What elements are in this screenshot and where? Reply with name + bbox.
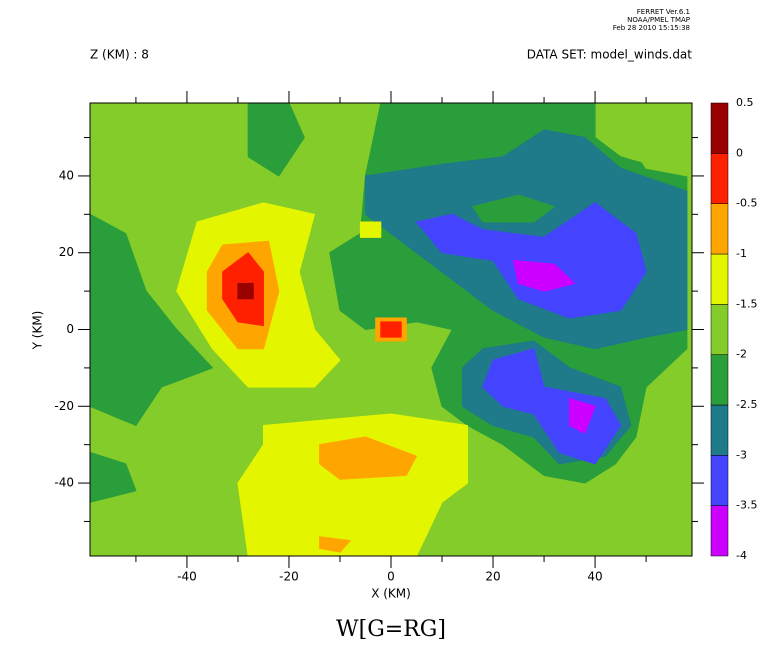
colorbar-label: -1.5	[736, 297, 757, 310]
colorbar-label: 0.5	[736, 96, 754, 109]
colorbar-swatch	[710, 203, 729, 255]
colorbar-swatch	[710, 153, 729, 204]
x-axis-label: X (KM)	[371, 587, 411, 601]
colorbar-label: -3	[736, 448, 747, 461]
colorbar-swatch	[710, 253, 729, 305]
contour-region	[359, 221, 382, 238]
contour-region	[416, 202, 647, 319]
colorbar-label: -4	[736, 549, 747, 562]
colorbar-swatch	[710, 404, 729, 456]
colorbar-swatch	[710, 102, 729, 154]
chart-title: W[G=RG]	[336, 617, 446, 642]
contour-region	[569, 398, 596, 434]
y-axis-label: Y (KM)	[31, 311, 45, 351]
contour-region	[89, 213, 213, 426]
subtitle-left: Z (KM) : 8	[90, 48, 149, 62]
header-line: NOAA/PMEL TMAP	[627, 16, 690, 24]
y-tick-label: 40	[59, 168, 74, 182]
contour-region	[319, 536, 351, 553]
contour-region	[512, 259, 576, 292]
contour-region	[472, 194, 555, 223]
colorbar-label: -3.5	[736, 499, 757, 512]
contour-region	[237, 413, 469, 557]
header-line: Feb 28 2010 15:15:38	[613, 24, 690, 32]
y-tick-label: -40	[54, 476, 74, 490]
contour-region	[380, 321, 402, 338]
colorbar-label: -2	[736, 348, 747, 361]
colorbar-label: -0.5	[736, 197, 757, 210]
y-tick-label: 20	[59, 245, 74, 259]
colorbar-swatch	[710, 304, 729, 355]
contour-region	[319, 436, 418, 480]
x-tick-label: 0	[387, 570, 395, 584]
colorbar-label: -2.5	[736, 398, 757, 411]
x-tick-label: 40	[587, 570, 602, 584]
y-tick-label: -20	[54, 399, 74, 413]
x-tick-label: 20	[485, 570, 500, 584]
x-tick-label: -20	[279, 570, 299, 584]
colorbar-swatch	[710, 354, 729, 406]
subtitle-right: DATA SET: model_winds.dat	[527, 48, 693, 62]
colorbar-label: -1	[736, 247, 747, 260]
colorbar-swatch	[710, 455, 729, 506]
contour-region	[482, 348, 622, 465]
contour-region	[237, 282, 254, 300]
y-tick-label: 0	[66, 322, 74, 336]
header-line: FERRET Ver.6.1	[637, 8, 690, 16]
colorbar-label: 0	[736, 146, 743, 159]
x-tick-label: -40	[177, 570, 197, 584]
colorbar-swatch	[710, 505, 729, 557]
